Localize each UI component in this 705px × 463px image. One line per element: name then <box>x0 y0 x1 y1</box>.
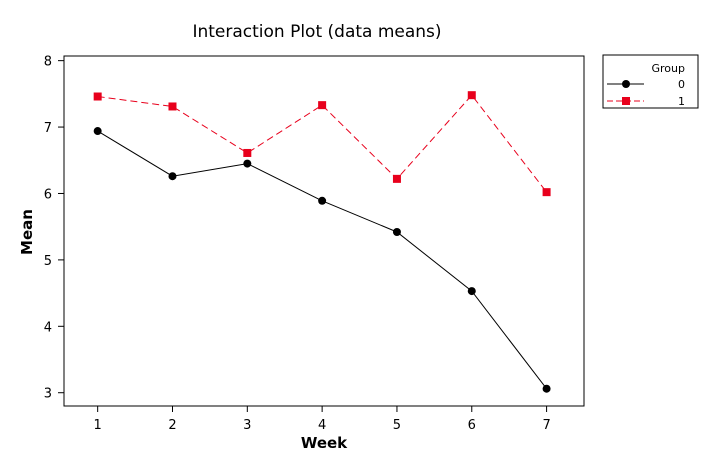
data-point-0 <box>318 196 327 205</box>
x-axis-label: Week <box>301 434 348 452</box>
x-tick-label: 5 <box>393 418 401 433</box>
legend-entries: 01 <box>607 78 685 108</box>
plot-area <box>63 55 585 407</box>
y-tick-label: 7 <box>44 121 52 136</box>
y-tick-label: 8 <box>44 55 52 70</box>
y-axis-label: Mean <box>18 209 36 255</box>
data-point-0 <box>392 227 401 236</box>
x-tick-label: 7 <box>542 418 550 433</box>
x-tick-label: 4 <box>318 418 326 433</box>
data-point-1 <box>93 92 102 101</box>
legend: Group 01 <box>602 54 699 109</box>
data-point-1 <box>243 148 252 157</box>
series-layer <box>93 91 551 393</box>
data-point-0 <box>467 287 476 296</box>
data-point-1 <box>467 91 476 100</box>
data-point-0 <box>542 384 551 393</box>
data-point-1 <box>318 101 327 110</box>
data-point-1 <box>542 188 551 197</box>
y-tick-label: 4 <box>44 320 52 335</box>
legend-label-1: 1 <box>678 95 685 108</box>
series-group-0 <box>93 127 551 393</box>
x-tick-label: 3 <box>243 418 251 433</box>
data-point-1 <box>168 102 177 111</box>
legend-marker-0 <box>622 80 630 88</box>
legend-label-0: 0 <box>678 78 685 91</box>
data-point-0 <box>168 172 177 181</box>
chart-title: Interaction Plot (data means) <box>192 22 441 42</box>
y-tick-label: 5 <box>44 254 52 269</box>
series-group-1 <box>93 91 551 197</box>
y-tick-label: 3 <box>44 387 52 402</box>
axes: 1 2 3 4 5 6 7 3 4 5 6 7 8 <box>44 55 551 433</box>
legend-box <box>602 54 699 109</box>
x-tick-label: 2 <box>168 418 176 433</box>
data-point-0 <box>243 159 252 168</box>
x-tick-label: 6 <box>468 418 476 433</box>
data-point-1 <box>392 174 401 183</box>
data-point-0 <box>93 127 102 136</box>
legend-title: Group <box>652 62 686 75</box>
y-tick-label: 6 <box>44 187 52 202</box>
x-tick-label: 1 <box>94 418 102 433</box>
legend-marker-1 <box>622 97 630 105</box>
